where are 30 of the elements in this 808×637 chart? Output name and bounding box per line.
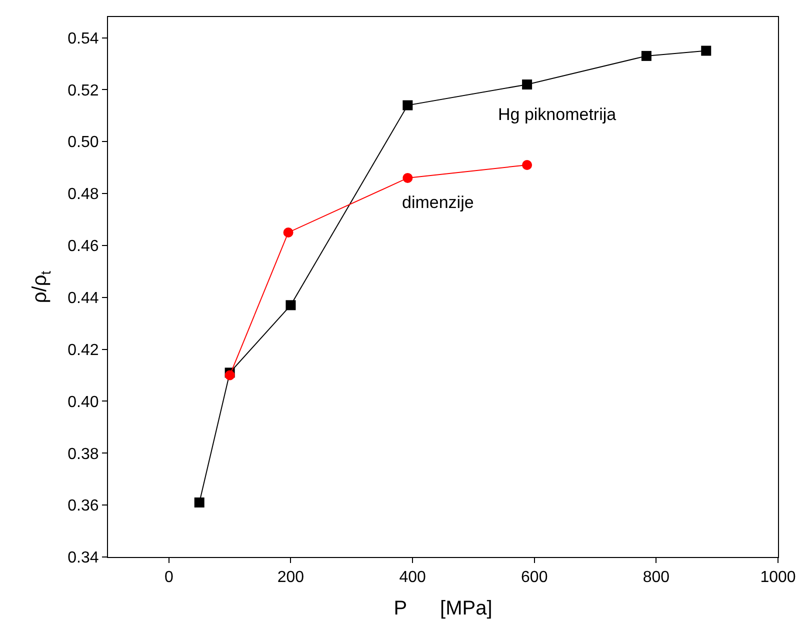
x-tick-label: 1000 (760, 569, 796, 586)
x-axis-title: P [MPa] (394, 598, 492, 620)
point (522, 80, 532, 90)
x-tick-label: 400 (399, 569, 426, 586)
y-tick-label: 0.34 (68, 550, 99, 567)
y-tick-label: 0.54 (68, 30, 99, 48)
point (522, 160, 532, 170)
point (402, 100, 413, 110)
x-tick-label: 200 (277, 569, 304, 586)
x-tick-label: 800 (642, 569, 670, 586)
series-label: dimenzije (402, 193, 474, 212)
point (224, 370, 235, 380)
point (402, 172, 413, 183)
y-tick-label: 0.48 (68, 186, 99, 204)
point (194, 497, 204, 508)
x-tick-label: 0 (164, 569, 174, 586)
y-tick-label: 0.52 (68, 82, 99, 100)
y-tick-label: 0.50 (68, 134, 99, 152)
series-label: Hg piknometrija (498, 105, 617, 124)
point (641, 50, 652, 61)
point (701, 46, 712, 56)
y-tick-label: 0.38 (68, 446, 99, 463)
y-tick-label: 0.44 (68, 290, 99, 307)
y-tick-label: 0.46 (68, 238, 99, 256)
y-tick-label: 0.40 (68, 394, 99, 411)
y-tick-label: 0.42 (68, 342, 99, 359)
y-tick-label: 0.36 (68, 498, 99, 515)
point (283, 227, 294, 238)
x-tick-label: 600 (521, 569, 548, 586)
point (286, 300, 296, 310)
